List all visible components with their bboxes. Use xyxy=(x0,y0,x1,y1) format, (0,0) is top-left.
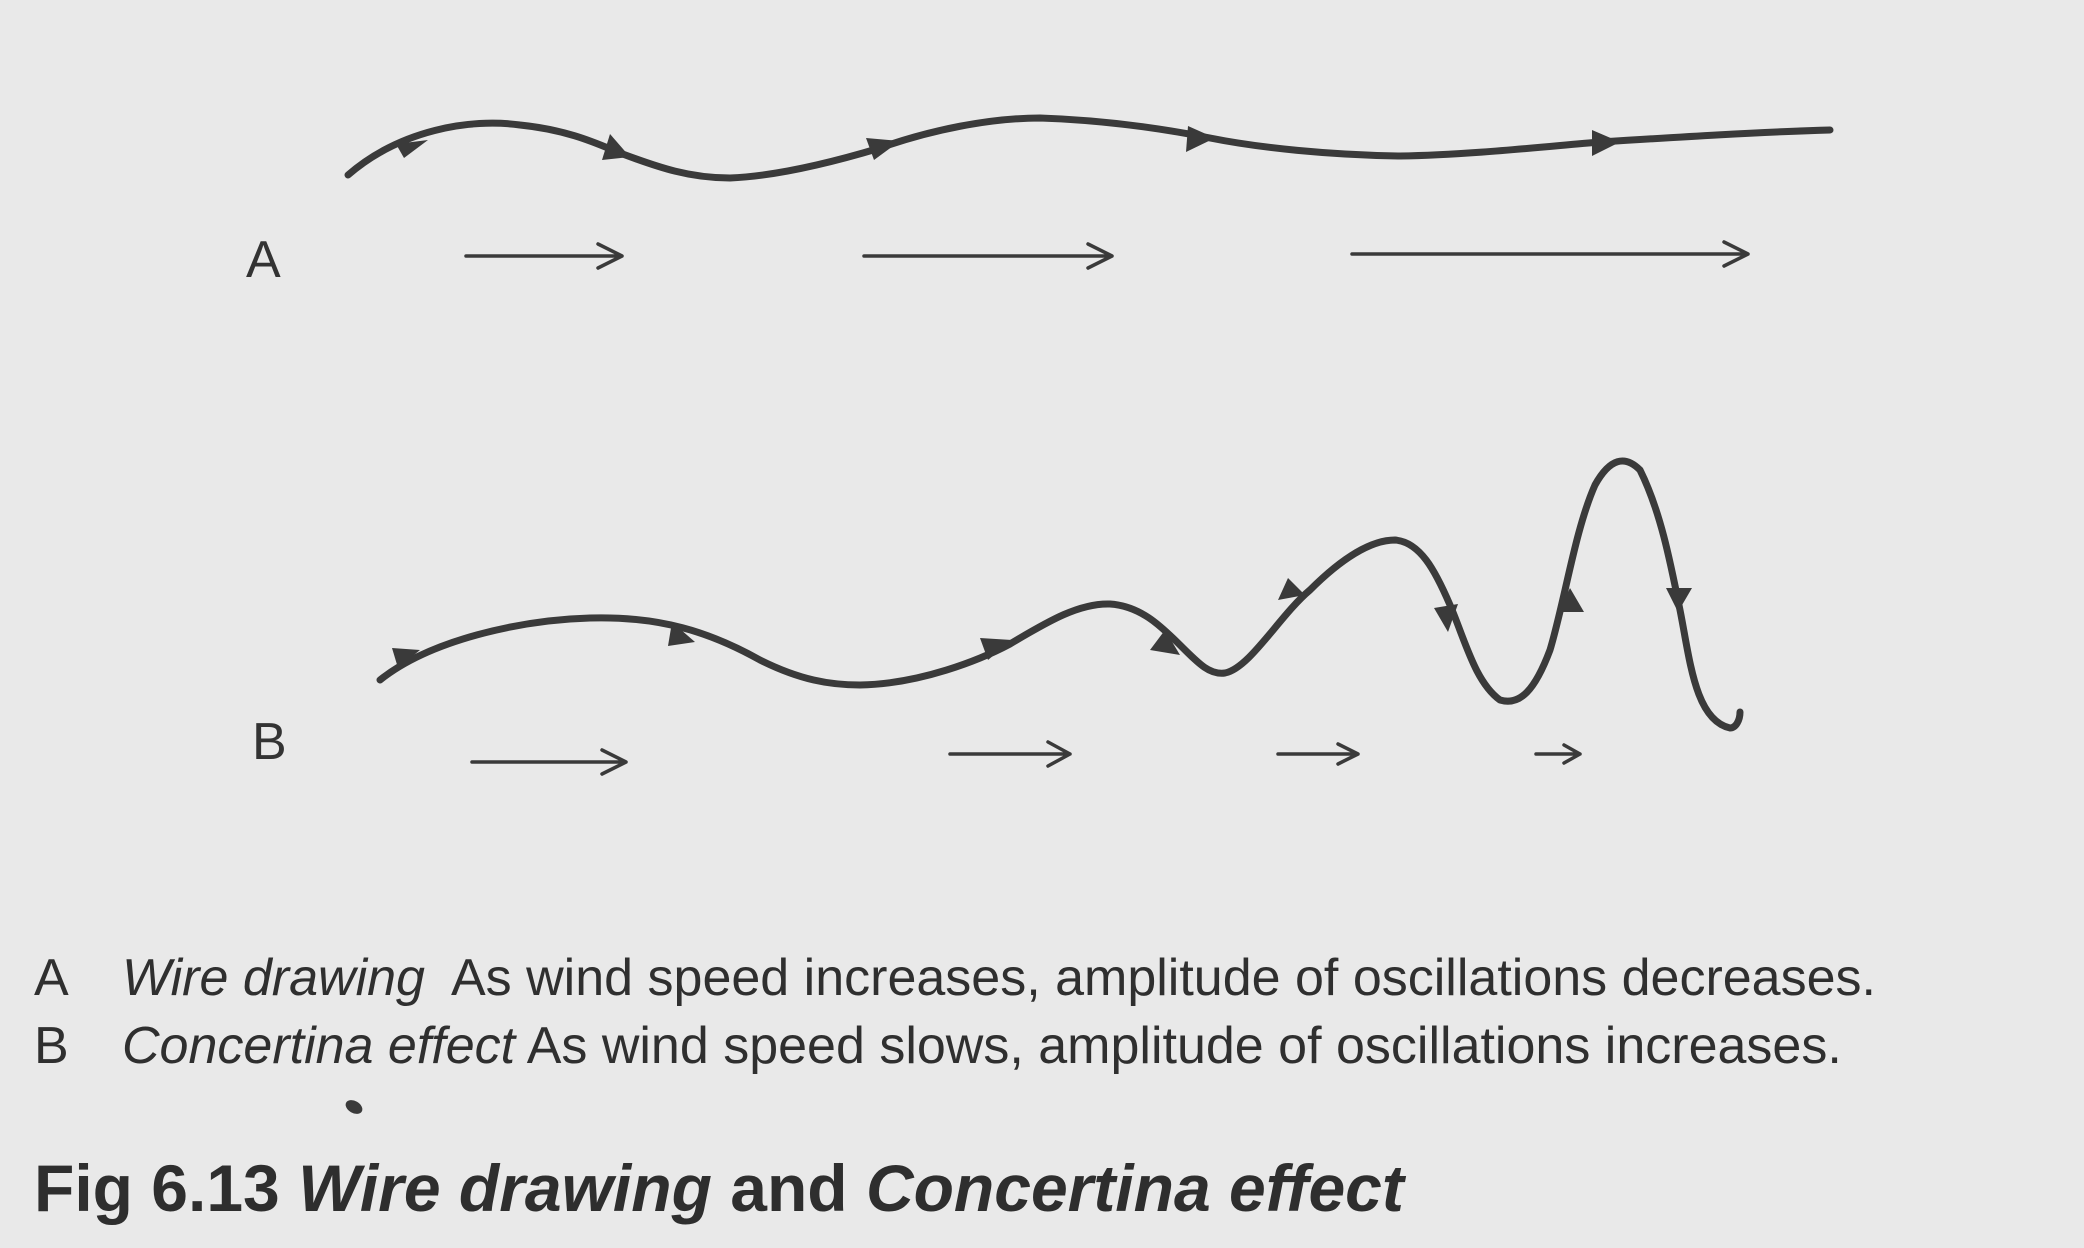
curve-b-arrowhead-2 xyxy=(668,622,695,646)
curve-b-arrowhead-5 xyxy=(1278,578,1305,600)
concertina-curve xyxy=(376,457,1744,732)
curve-a-arrowhead-3 xyxy=(866,138,900,160)
caption-b-text: As wind speed slows, amplitude of oscill… xyxy=(526,1017,1842,1075)
panel-label-a: A xyxy=(246,231,281,289)
caption-a-key: A xyxy=(34,949,69,1007)
figure-joiner: and xyxy=(730,1151,848,1225)
wire-drawing-curve xyxy=(344,114,1834,182)
speed-arrow-a-1 xyxy=(464,242,624,270)
curve-a-arrowhead-2 xyxy=(602,134,630,160)
speed-arrow-b-2 xyxy=(948,740,1072,768)
figure-term-b: Concertina effect xyxy=(865,1151,1404,1225)
ink-blot xyxy=(345,1100,363,1114)
wind-speed-arrows-a xyxy=(464,240,1750,270)
figure-term-a: Wire drawing xyxy=(298,1151,712,1225)
panel-label-b: B xyxy=(252,713,287,771)
caption-b: B Concertina effect As wind speed slows, … xyxy=(34,1016,1842,1076)
curve-b-arrowhead-7 xyxy=(1558,588,1584,612)
curve-b-arrowhead-1 xyxy=(392,648,420,668)
speed-arrow-b-1 xyxy=(470,748,628,776)
figure-title: Fig 6.13 Wire drawing and Concertina eff… xyxy=(34,1150,1404,1226)
curve-a-arrowhead-1 xyxy=(396,140,428,158)
caption-a-term: Wire drawing xyxy=(122,949,425,1007)
caption-a-text: As wind speed increases, amplitude of os… xyxy=(451,949,1876,1007)
curve-b-arrowhead-3 xyxy=(980,638,1012,660)
curve-b-arrowhead-8 xyxy=(1666,588,1692,612)
speed-arrow-a-3 xyxy=(1350,240,1750,268)
caption-b-key: B xyxy=(34,1017,69,1075)
caption-b-term: Concertina effect xyxy=(122,1017,516,1075)
speed-arrow-a-2 xyxy=(862,242,1114,270)
curve-b-arrowhead-6 xyxy=(1434,604,1458,632)
curve-a-arrowhead-4 xyxy=(1186,126,1215,152)
caption-a: A Wire drawing As wind speed increases, a… xyxy=(34,948,1876,1008)
speed-arrow-b-4 xyxy=(1534,743,1582,765)
curve-a-arrowhead-5 xyxy=(1592,130,1620,156)
curve-b-arrowhead-4 xyxy=(1150,630,1180,655)
wind-speed-arrows-b xyxy=(470,740,1582,776)
figure-number: Fig 6.13 xyxy=(34,1151,280,1225)
speed-arrow-b-3 xyxy=(1276,742,1360,766)
